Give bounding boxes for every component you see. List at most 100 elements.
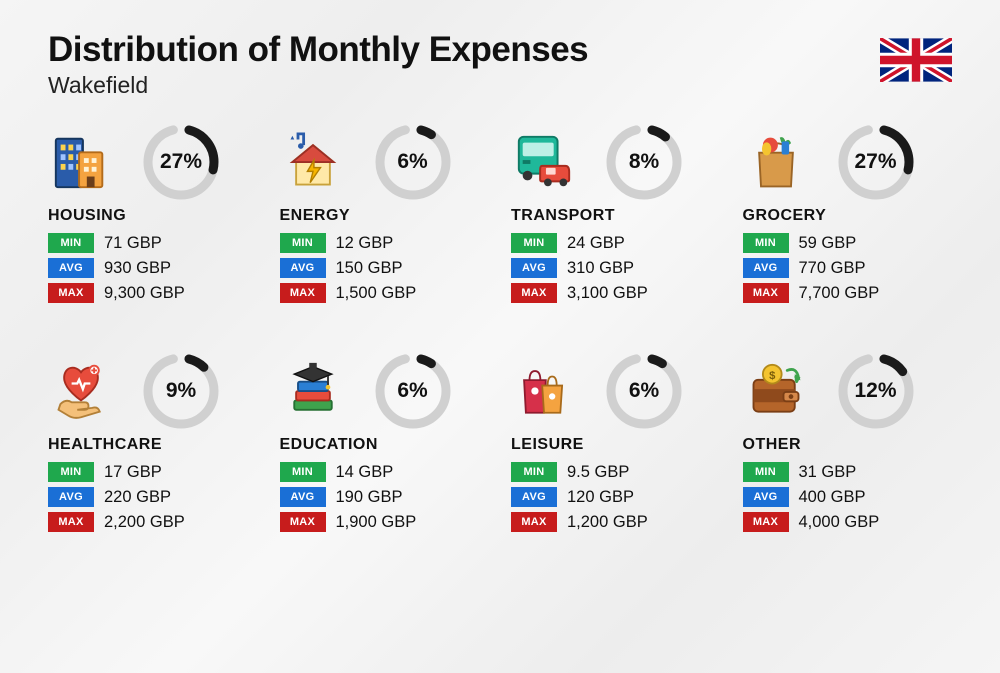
card-top: 6% [511,356,721,426]
avg-value: 930 GBP [104,259,171,278]
page-subtitle: Wakefield [48,72,588,99]
max-row: MAX 1,900 GBP [280,512,490,532]
min-value: 9.5 GBP [567,463,629,482]
title-block: Distribution of Monthly Expenses Wakefie… [48,30,588,99]
category-card-education: 6% EDUCATION MIN 14 GBP AVG 190 GBP MAX … [280,356,490,537]
category-name: ENERGY [280,207,490,225]
percent-value: 6% [605,352,683,430]
avg-value: 150 GBP [336,259,403,278]
avg-badge: AVG [743,487,789,507]
max-value: 9,300 GBP [104,284,185,303]
category-name: GROCERY [743,207,953,225]
max-badge: MAX [511,283,557,303]
percent-value: 27% [142,123,220,201]
min-badge: MIN [743,233,789,253]
percent-value: 27% [837,123,915,201]
avg-value: 220 GBP [104,488,171,507]
shopping-bags-icon [511,358,577,424]
min-row: MIN 17 GBP [48,462,258,482]
category-grid: 27% HOUSING MIN 71 GBP AVG 930 GBP MAX 9… [48,127,952,537]
wallet-icon: $ [743,358,809,424]
energy-house-icon [280,129,346,195]
uk-flag-icon [880,38,952,82]
avg-value: 120 GBP [567,488,634,507]
min-value: 14 GBP [336,463,394,482]
avg-value: 770 GBP [799,259,866,278]
svg-text:$: $ [769,370,776,382]
percent-ring: 27% [837,123,915,201]
avg-value: 310 GBP [567,259,634,278]
page-title: Distribution of Monthly Expenses [48,30,588,70]
min-row: MIN 9.5 GBP [511,462,721,482]
card-top: 8% [511,127,721,197]
card-top: 6% [280,127,490,197]
max-badge: MAX [743,512,789,532]
max-badge: MAX [280,512,326,532]
max-badge: MAX [511,512,557,532]
avg-badge: AVG [511,258,557,278]
avg-row: AVG 150 GBP [280,258,490,278]
percent-ring: 12% [837,352,915,430]
min-value: 71 GBP [104,234,162,253]
min-value: 17 GBP [104,463,162,482]
min-value: 31 GBP [799,463,857,482]
category-card-leisure: 6% LEISURE MIN 9.5 GBP AVG 120 GBP MAX 1… [511,356,721,537]
min-badge: MIN [280,462,326,482]
avg-badge: AVG [511,487,557,507]
avg-badge: AVG [48,487,94,507]
percent-value: 8% [605,123,683,201]
min-row: MIN 24 GBP [511,233,721,253]
avg-badge: AVG [280,487,326,507]
max-row: MAX 7,700 GBP [743,283,953,303]
max-value: 1,500 GBP [336,284,417,303]
max-badge: MAX [48,283,94,303]
avg-row: AVG 770 GBP [743,258,953,278]
min-badge: MIN [511,233,557,253]
category-name: OTHER [743,436,953,454]
bus-car-icon [511,129,577,195]
min-row: MIN 31 GBP [743,462,953,482]
grad-books-icon [280,358,346,424]
avg-badge: AVG [280,258,326,278]
category-name: HEALTHCARE [48,436,258,454]
avg-badge: AVG [48,258,94,278]
avg-row: AVG 310 GBP [511,258,721,278]
min-value: 24 GBP [567,234,625,253]
category-card-transport: 8% TRANSPORT MIN 24 GBP AVG 310 GBP MAX … [511,127,721,308]
min-row: MIN 71 GBP [48,233,258,253]
min-badge: MIN [743,462,789,482]
percent-ring: 6% [374,352,452,430]
max-row: MAX 1,500 GBP [280,283,490,303]
avg-row: AVG 930 GBP [48,258,258,278]
card-top: 6% [280,356,490,426]
min-badge: MIN [48,462,94,482]
max-value: 1,200 GBP [567,513,648,532]
max-row: MAX 4,000 GBP [743,512,953,532]
min-value: 12 GBP [336,234,394,253]
max-value: 4,000 GBP [799,513,880,532]
min-badge: MIN [511,462,557,482]
category-card-other: $ 12% OTHER MIN 31 GBP AVG 400 GBP MAX 4… [743,356,953,537]
max-value: 1,900 GBP [336,513,417,532]
max-row: MAX 3,100 GBP [511,283,721,303]
min-badge: MIN [48,233,94,253]
max-badge: MAX [48,512,94,532]
max-value: 2,200 GBP [104,513,185,532]
card-top: 27% [743,127,953,197]
min-value: 59 GBP [799,234,857,253]
category-card-energy: 6% ENERGY MIN 12 GBP AVG 150 GBP MAX 1,5… [280,127,490,308]
card-top: 9% [48,356,258,426]
category-name: HOUSING [48,207,258,225]
percent-ring: 8% [605,123,683,201]
category-name: TRANSPORT [511,207,721,225]
percent-value: 6% [374,352,452,430]
card-top: $ 12% [743,356,953,426]
card-top: 27% [48,127,258,197]
max-badge: MAX [280,283,326,303]
percent-value: 9% [142,352,220,430]
avg-row: AVG 400 GBP [743,487,953,507]
percent-ring: 27% [142,123,220,201]
category-name: EDUCATION [280,436,490,454]
percent-ring: 9% [142,352,220,430]
percent-value: 12% [837,352,915,430]
